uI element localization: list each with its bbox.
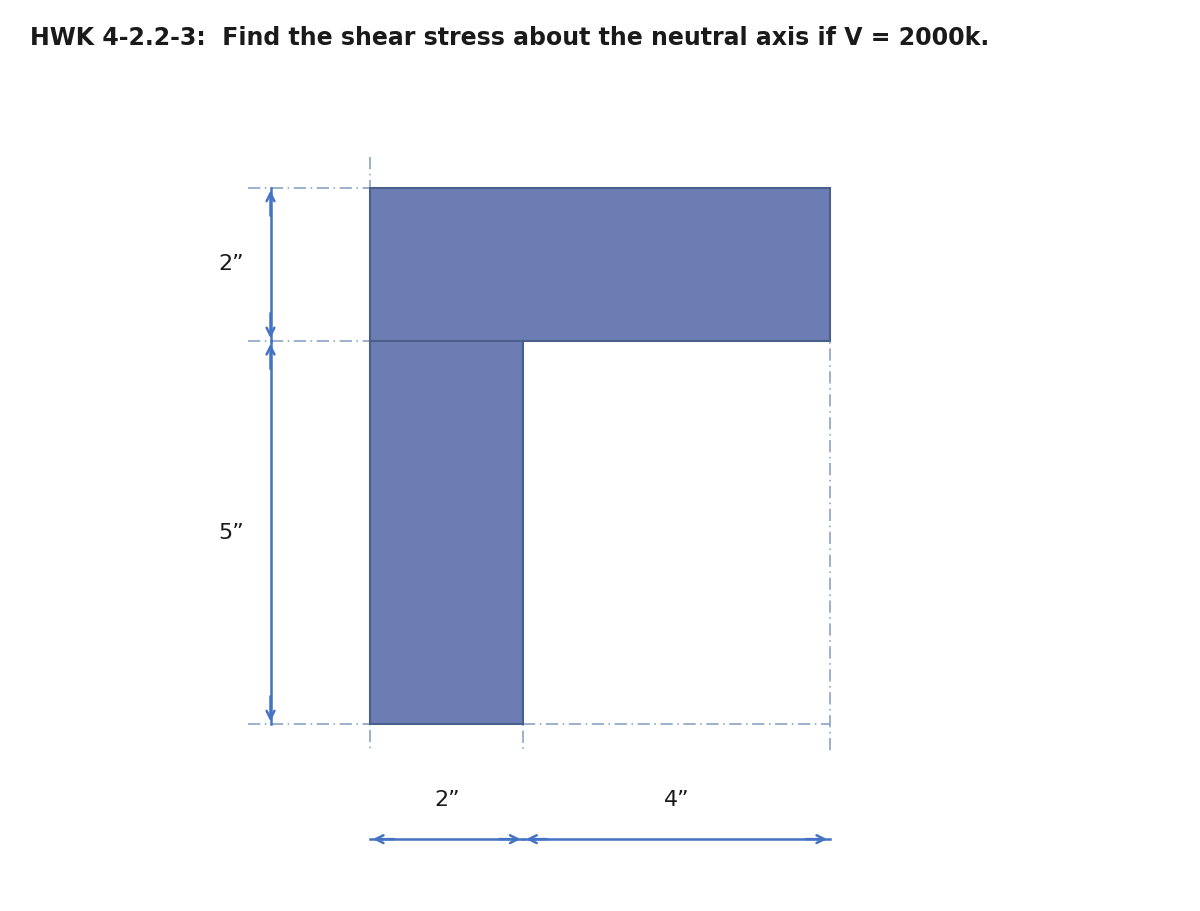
Bar bbox=[370, 341, 523, 724]
Text: 4”: 4” bbox=[664, 790, 690, 810]
Bar bbox=[370, 188, 830, 341]
Text: 2”: 2” bbox=[218, 254, 244, 274]
Text: 5”: 5” bbox=[218, 523, 244, 543]
Text: HWK 4-2.2-3:  Find the shear stress about the neutral axis if V = 2000k.: HWK 4-2.2-3: Find the shear stress about… bbox=[30, 26, 989, 49]
Text: 2”: 2” bbox=[434, 790, 460, 810]
